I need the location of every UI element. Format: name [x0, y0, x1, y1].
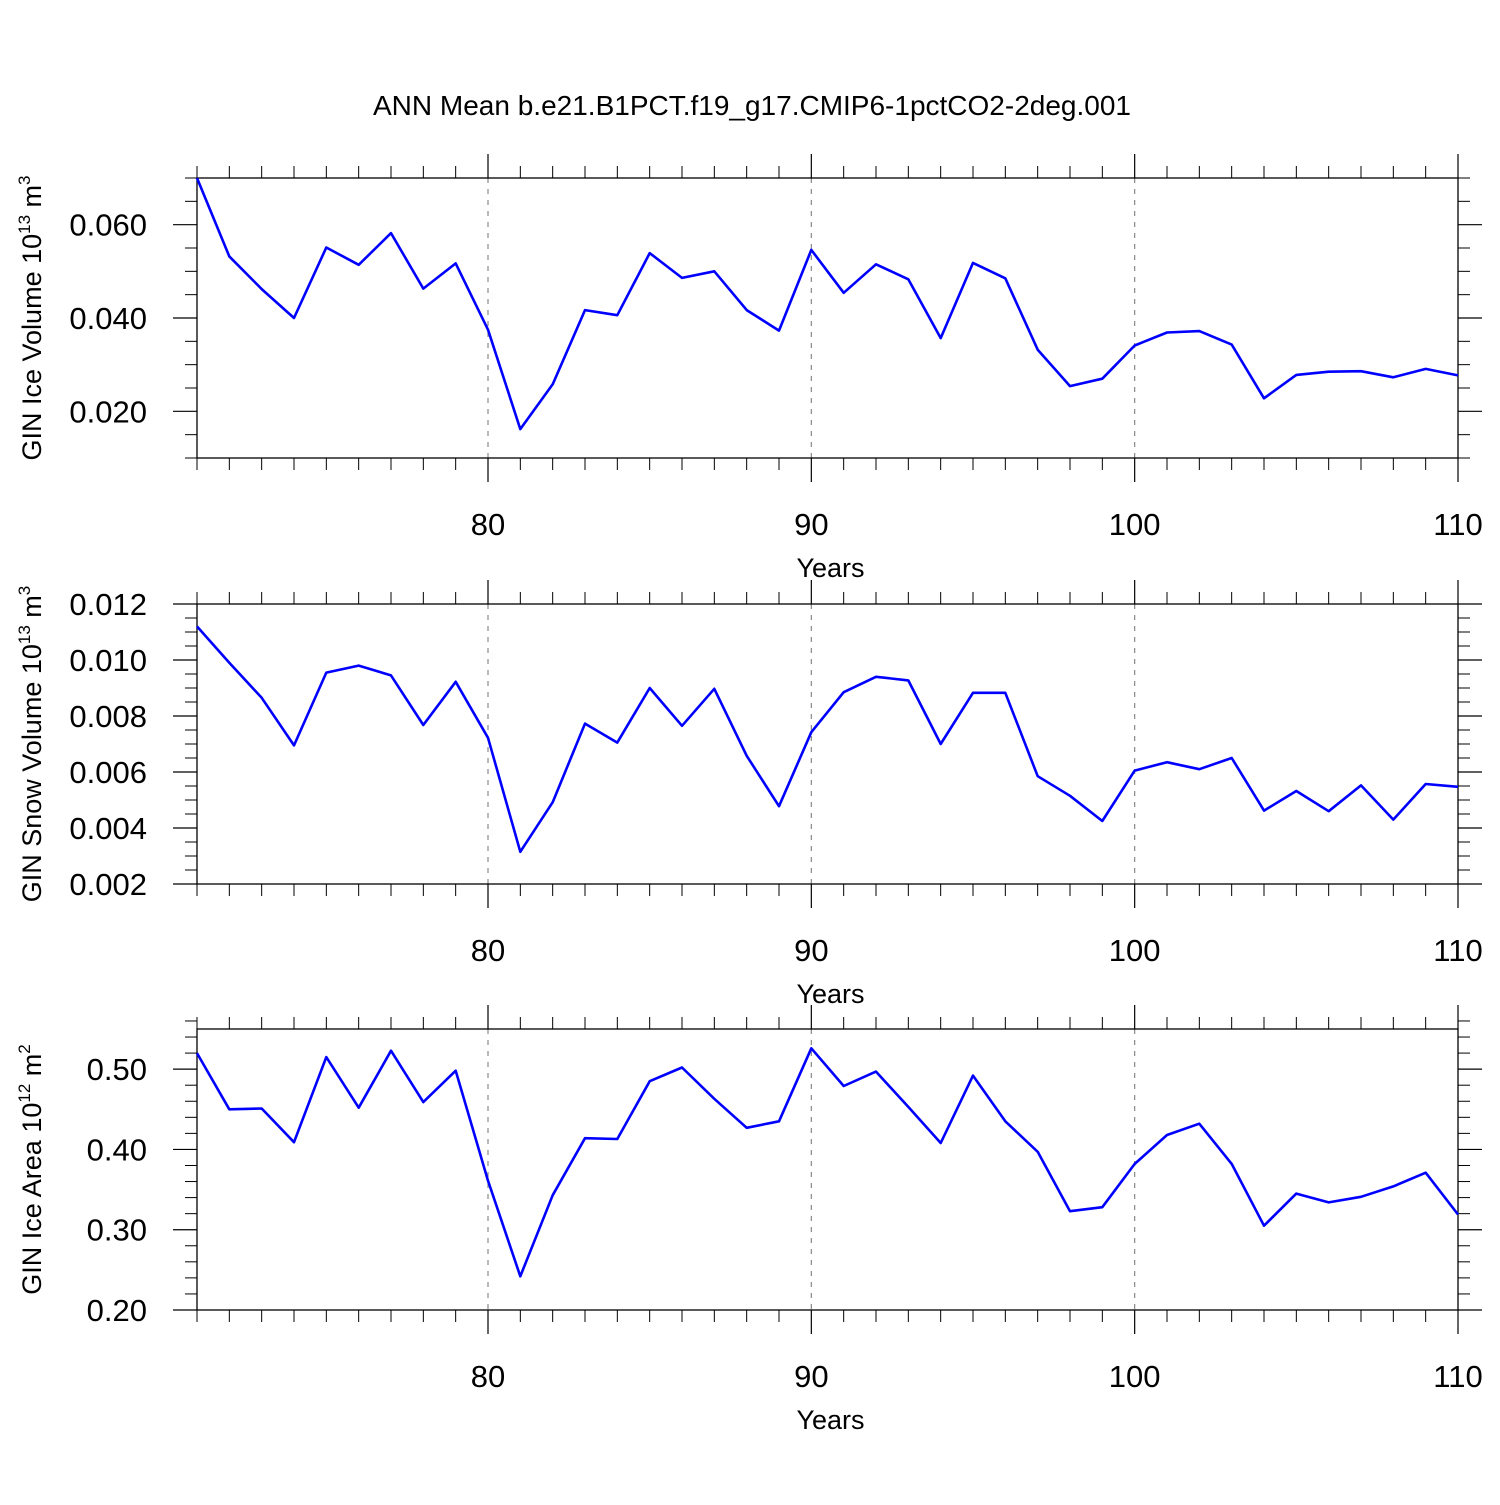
x-tick-label: 90 — [794, 1359, 828, 1394]
y-axis-title: GIN Ice Area 1012 m2 — [15, 1044, 47, 1295]
y-axis-title-superscript: 2 — [15, 1044, 34, 1053]
y-axis-title-part: m — [17, 185, 47, 215]
y-axis-title-superscript: 3 — [15, 175, 34, 184]
y-tick-label: 0.40 — [87, 1132, 147, 1167]
x-tick-label: 80 — [471, 1359, 505, 1394]
y-tick-label: 0.002 — [69, 867, 147, 902]
plot-frame — [196, 1028, 1459, 1311]
y-tick-label: 0.006 — [69, 755, 147, 790]
y-tick-label: 0.004 — [69, 811, 147, 846]
chart-title: ANN Mean b.e21.B1PCT.f19_g17.CMIP6-1pctC… — [373, 90, 1131, 121]
x-axis-title: Years — [796, 553, 864, 583]
y-tick-label: 0.30 — [87, 1213, 147, 1248]
y-axis-title-part: m — [17, 595, 47, 625]
x-tick-label: 90 — [794, 933, 828, 968]
y-tick-label: 0.50 — [87, 1052, 147, 1087]
plot-frame — [196, 177, 1459, 459]
y-axis-title-superscript: 13 — [15, 215, 34, 234]
y-tick-label: 0.008 — [69, 699, 147, 734]
y-tick-label: 0.020 — [69, 394, 147, 429]
y-tick-label: 0.012 — [69, 587, 147, 622]
x-tick-label: 110 — [1433, 507, 1482, 542]
x-axis-title: Years — [796, 979, 864, 1009]
y-tick-label: 0.010 — [69, 643, 147, 678]
y-axis-title: GIN Ice Volume 1013 m3 — [15, 175, 47, 460]
y-axis-title-part: GIN Snow Volume 10 — [17, 644, 47, 902]
series-line — [196, 625, 1459, 854]
x-tick-label: 80 — [471, 933, 505, 968]
x-tick-label: 110 — [1433, 1359, 1482, 1394]
y-axis-title-part: GIN Ice Volume 10 — [17, 234, 47, 461]
y-axis-title-superscript: 12 — [15, 1084, 34, 1103]
y-axis-title-part: m — [17, 1054, 47, 1084]
y-axis-title-superscript: 13 — [15, 625, 34, 644]
y-axis-title-superscript: 3 — [15, 586, 34, 595]
y-tick-label: 0.060 — [69, 208, 147, 243]
x-tick-label: 100 — [1109, 1359, 1161, 1394]
y-tick-label: 0.040 — [69, 301, 147, 336]
y-axis-title: GIN Snow Volume 1013 m3 — [15, 586, 47, 903]
y-tick-label: 0.20 — [87, 1293, 147, 1328]
x-axis-title: Years — [796, 1405, 864, 1435]
x-tick-label: 80 — [471, 507, 505, 542]
series-line — [195, 1047, 1460, 1278]
x-tick-label: 100 — [1109, 933, 1161, 968]
plot-frame — [196, 603, 1459, 885]
series-line — [195, 177, 1459, 431]
x-tick-label: 110 — [1433, 933, 1482, 968]
x-tick-label: 100 — [1109, 507, 1161, 542]
x-tick-label: 90 — [794, 507, 828, 542]
y-axis-title-part: GIN Ice Area 10 — [17, 1103, 47, 1295]
